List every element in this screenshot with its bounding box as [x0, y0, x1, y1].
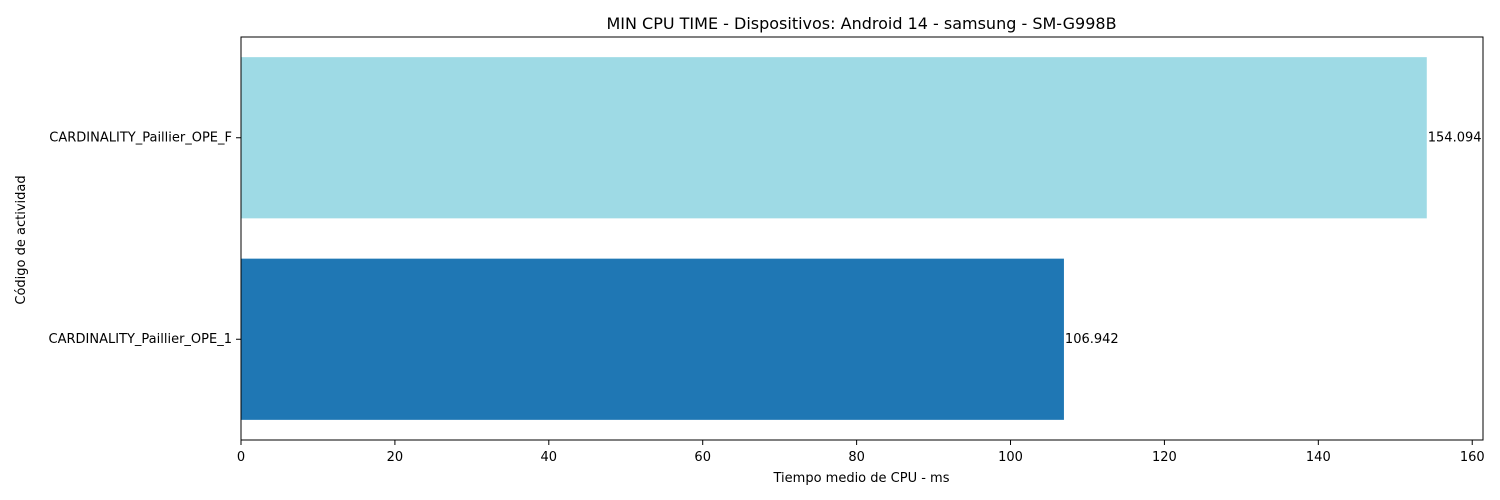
x-tick-label: 60: [694, 450, 711, 465]
x-tick-label: 160: [1460, 450, 1485, 465]
x-tick-label: 40: [541, 450, 558, 465]
y-tick-label: CARDINALITY_Paillier_OPE_F: [49, 130, 232, 145]
y-axis-label: Código de actividad: [14, 175, 29, 304]
chart-title: MIN CPU TIME - Dispositivos: Android 14 …: [606, 14, 1116, 33]
x-tick-label: 120: [1152, 450, 1177, 465]
x-tick-label: 0: [237, 450, 245, 465]
y-tick-label: CARDINALITY_Paillier_OPE_1: [49, 332, 233, 347]
x-axis: 0 20 40 60 80 100 120 140 160: [237, 440, 1485, 465]
bars-group: 106.942 154.094: [241, 57, 1482, 420]
x-tick-label: 80: [848, 450, 865, 465]
bar-value-label: 154.094: [1428, 130, 1482, 145]
bar: [241, 258, 1064, 420]
x-tick-label: 140: [1306, 450, 1331, 465]
bar: [241, 57, 1427, 219]
y-axis: CARDINALITY_Paillier_OPE_1 CARDINALITY_Pa…: [49, 130, 241, 347]
x-tick-label: 100: [998, 450, 1023, 465]
x-axis-label: Tiempo medio de CPU - ms: [773, 471, 950, 486]
bar-value-label: 106.942: [1065, 332, 1119, 347]
plot-frame: [240, 36, 1484, 441]
x-tick-label: 20: [387, 450, 404, 465]
